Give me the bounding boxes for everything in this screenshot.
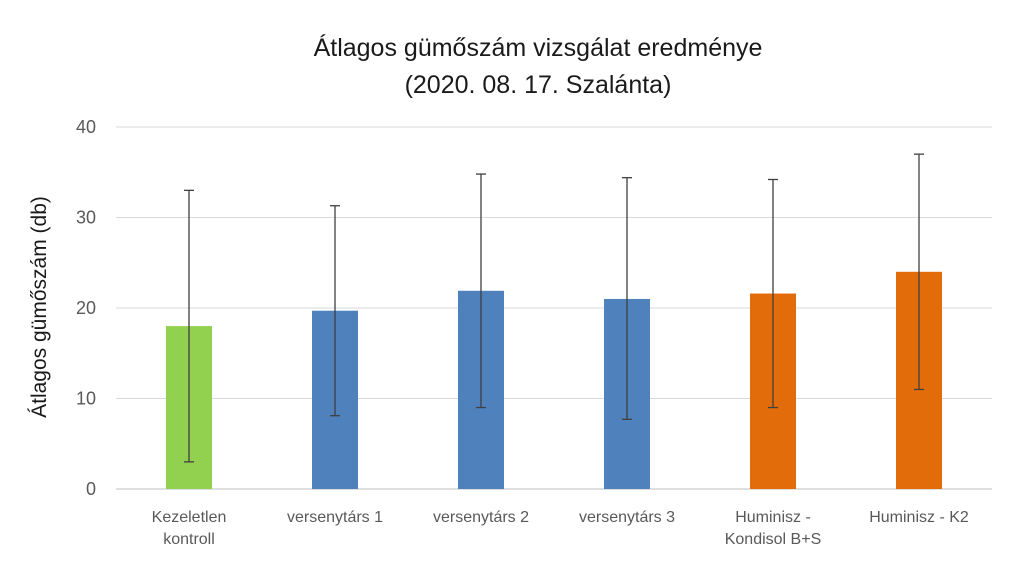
y-tick-label: 0 bbox=[86, 479, 96, 499]
x-tick-label-line: Huminisz - bbox=[735, 509, 811, 526]
x-tick-label: Huminisz - Kondisol B+S bbox=[725, 509, 822, 548]
y-tick-labels: 0 10 20 30 40 bbox=[76, 117, 96, 499]
x-tick-label-line: Huminisz - K2 bbox=[869, 509, 969, 526]
x-tick-label-line: kontroll bbox=[163, 531, 215, 548]
y-axis-label: Átlagos gümőszám (db) bbox=[28, 196, 51, 418]
x-tick-labels: Kezeletlen kontroll versenytárs 1 versenytá… bbox=[152, 509, 969, 548]
x-tick-label-line: Kondisol B+S bbox=[725, 531, 822, 548]
x-tick-label: versenytárs 3 bbox=[579, 509, 675, 526]
x-tick-label-line: versenytárs 1 bbox=[287, 509, 383, 526]
x-tick-label-line: versenytárs 2 bbox=[433, 509, 529, 526]
bars bbox=[166, 271, 942, 489]
y-tick-label: 10 bbox=[76, 389, 96, 409]
y-tick-label: 40 bbox=[76, 117, 96, 137]
x-tick-label: versenytárs 2 bbox=[433, 509, 529, 526]
x-tick-label: Huminisz - K2 bbox=[869, 509, 969, 526]
y-tick-label: 20 bbox=[76, 298, 96, 318]
chart-subtitle: (2020. 08. 17. Szalánta) bbox=[405, 71, 672, 99]
x-tick-label-line: versenytárs 3 bbox=[579, 509, 675, 526]
error-bars bbox=[184, 153, 924, 463]
chart-title: Átlagos gümőszám vizsgálat eredménye bbox=[314, 33, 763, 62]
x-tick-label: Kezeletlen kontroll bbox=[152, 509, 227, 548]
x-tick-label-line: Kezeletlen bbox=[152, 509, 227, 526]
y-tick-label: 30 bbox=[76, 208, 96, 228]
gridlines bbox=[116, 126, 992, 490]
x-tick-label: versenytárs 1 bbox=[287, 509, 383, 526]
